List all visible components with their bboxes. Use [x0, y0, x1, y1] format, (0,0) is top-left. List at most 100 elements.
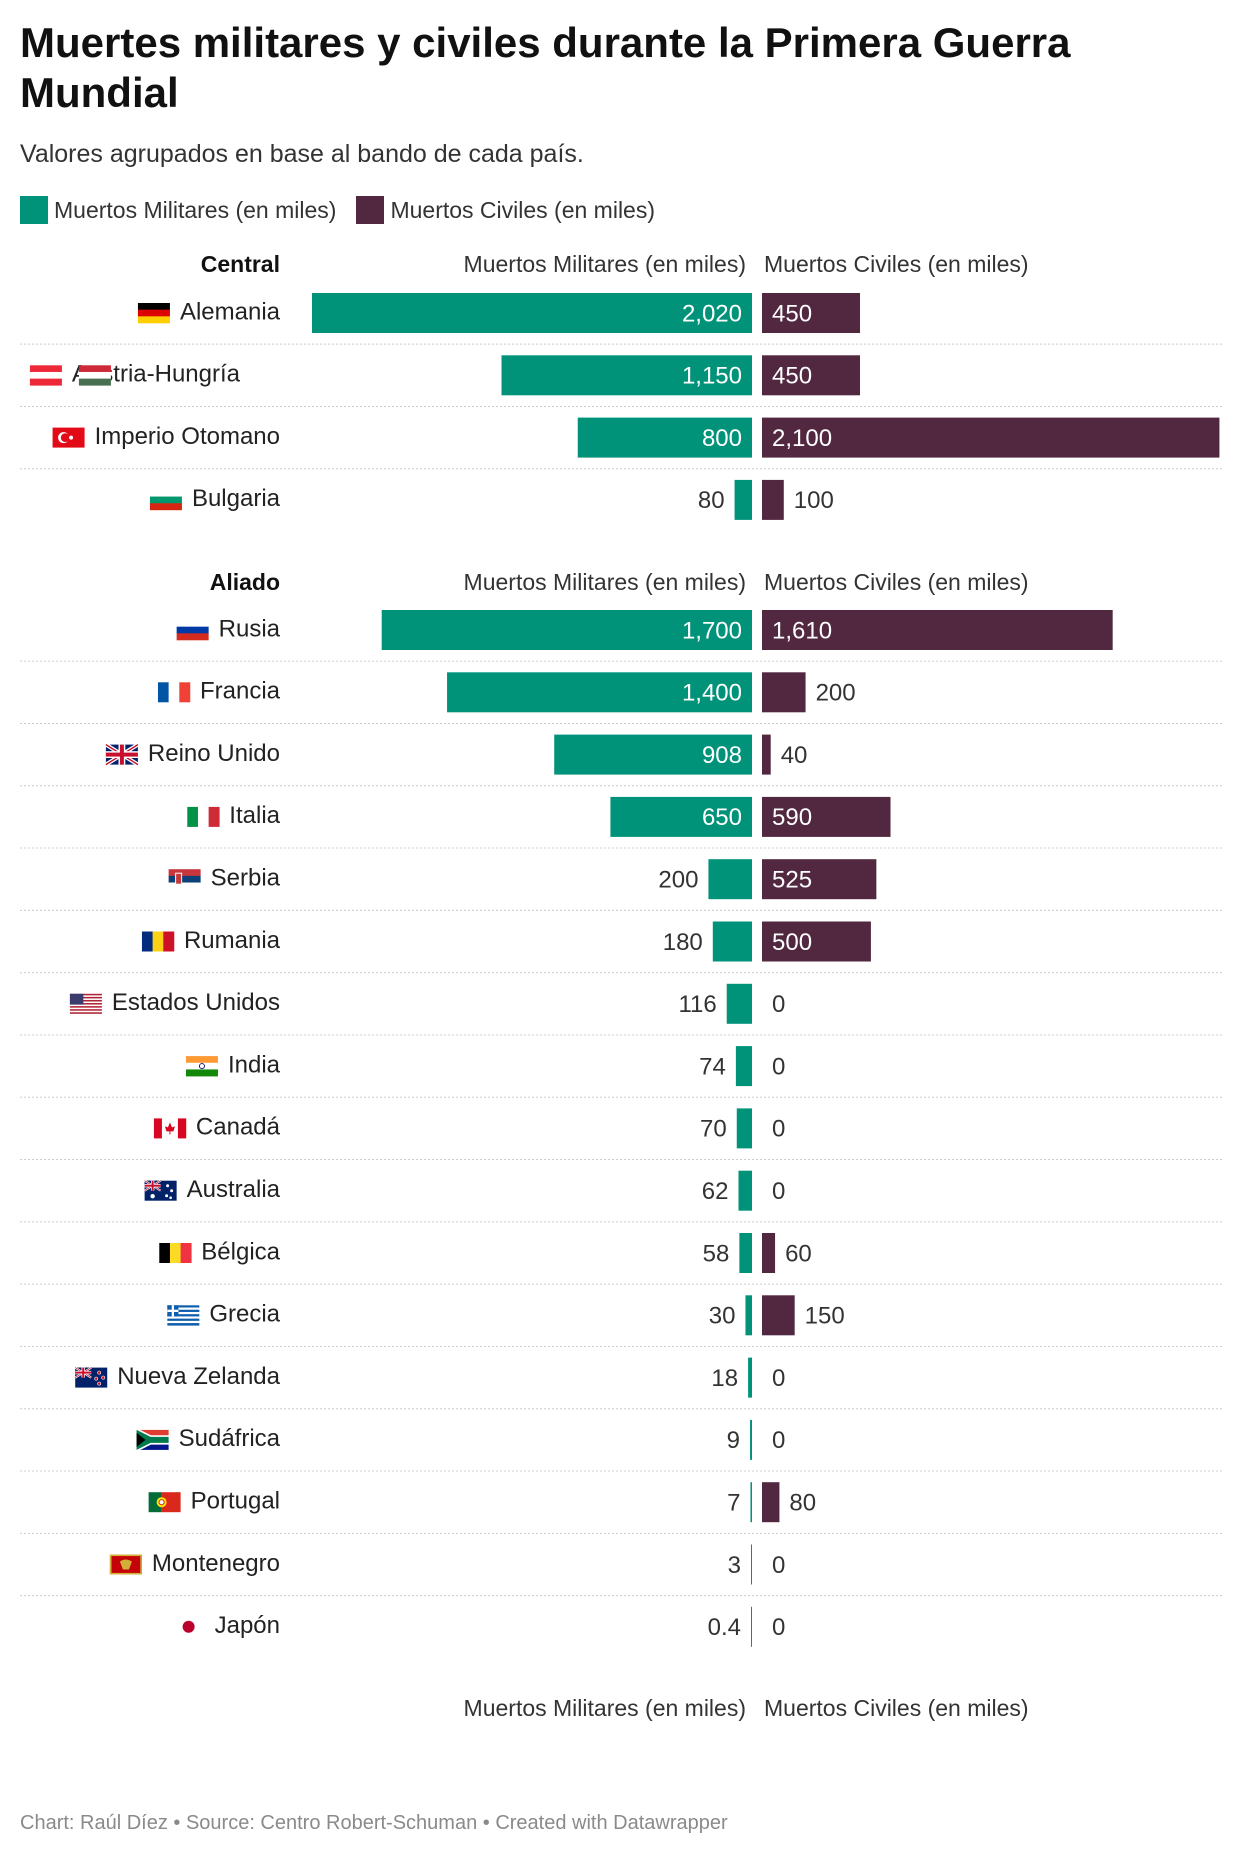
value-label-civilian: 80 [789, 1490, 816, 1517]
row-rusia: Rusia 1,700 1,610 [176, 610, 1113, 650]
romania-flag-icon [141, 931, 175, 952]
value-label-military: 9 [727, 1427, 740, 1454]
flag-stripe [152, 931, 164, 952]
flag-stripe [208, 806, 220, 827]
value-label-military: 3 [728, 1552, 741, 1579]
bar-military [708, 859, 752, 900]
row-india: India 74 0 [185, 1046, 785, 1087]
bar-military [712, 921, 752, 962]
flag-stripe [137, 316, 170, 324]
value-label-military: 74 [699, 1053, 726, 1080]
row-francia: Francia 1,400 200 [157, 672, 856, 713]
value-label-military: 650 [702, 804, 742, 831]
bar-civilian [762, 672, 806, 713]
legend-label-civilian: Muertos Civiles (en miles) [390, 196, 656, 223]
bar-civilian [762, 1482, 780, 1523]
column-header-civilian: Muertos Civiles (en miles) [764, 569, 1029, 595]
flag-stripe [136, 1429, 169, 1440]
flag-maple-leaf [164, 1122, 175, 1135]
bar-civilian [762, 859, 877, 900]
montenegro-flag-icon [109, 1554, 142, 1575]
japan-flag-icon [182, 1620, 195, 1633]
new-zealand-flag-icon [74, 1366, 108, 1388]
value-label-civilian: 590 [772, 804, 812, 831]
value-label-civilian: 1,610 [772, 617, 832, 644]
bar-military [745, 1295, 752, 1336]
flag-stripe [69, 1009, 102, 1011]
value-label-civilian: 450 [772, 363, 812, 390]
bar-military [610, 796, 752, 837]
flag-canton [69, 993, 84, 1005]
flag-stripe [159, 1243, 171, 1263]
bulgaria-flag-icon [149, 489, 182, 511]
portugal-flag-icon [148, 1492, 181, 1513]
flag-stripe [168, 869, 201, 877]
flag-stripe [137, 309, 170, 317]
country-label: Sudáfrica [179, 1425, 281, 1452]
row-nueva-zelanda: Nueva Zelanda 18 0 [74, 1357, 785, 1398]
bar-civilian [762, 1295, 795, 1336]
flag-stripe [149, 496, 182, 504]
germany-flag-icon [137, 303, 170, 324]
value-label-civilian: 100 [794, 487, 834, 514]
value-label-military: 1,150 [682, 363, 742, 390]
value-label-civilian: 60 [785, 1240, 812, 1267]
bar-civilian [762, 796, 891, 837]
value-label-military: 80 [698, 487, 725, 514]
flag-crescent-cut [60, 433, 70, 442]
value-label-civilian: 2,100 [772, 425, 832, 452]
row-imperio-otomano: Imperio Otomano 800 2,100 [52, 417, 1220, 458]
country-label: Bélgica [201, 1238, 280, 1265]
canada-flag-icon [153, 1118, 187, 1139]
value-label-civilian: 0 [772, 1365, 785, 1392]
bar-civilian [762, 921, 871, 962]
row-grecia: Grecia 30 150 [167, 1295, 845, 1336]
bar-military [739, 1233, 752, 1273]
flag-stripe [69, 993, 102, 996]
flag-cross [167, 1309, 179, 1312]
country-label: Bulgaria [192, 485, 281, 512]
flag-stripe [168, 882, 201, 890]
row-italia: Italia 650 590 [187, 796, 891, 837]
bar-military [735, 1046, 752, 1087]
flag-stripe [29, 378, 62, 386]
flag-stripe [176, 626, 209, 634]
bar-military [312, 293, 752, 333]
value-label-military: 116 [678, 991, 716, 1018]
russia-flag-icon [176, 620, 209, 641]
value-label-civilian: 0 [772, 1614, 785, 1641]
chart-subtitle: Valores agrupados en base al bando de ca… [20, 140, 584, 168]
bar-military [447, 672, 752, 713]
flag-triangle [136, 1432, 146, 1447]
bar-civilian [762, 1233, 776, 1273]
value-label-civilian: 200 [816, 680, 856, 707]
flag-stripe [161, 1492, 181, 1513]
legend-swatch-civilian [356, 196, 385, 224]
flag-stripe [69, 1006, 102, 1008]
flag-stripe [185, 1069, 218, 1077]
flag-stripe [167, 1311, 200, 1315]
column-header-military: Muertos Militares (en miles) [464, 251, 746, 277]
bar-military [750, 1482, 752, 1523]
value-label-military: 200 [658, 867, 698, 894]
flag-stripe [29, 371, 62, 379]
flag-stripe [29, 365, 62, 373]
flag-stripe [153, 1118, 163, 1139]
country-label: Rumania [184, 927, 281, 954]
value-label-civilian: 0 [772, 1427, 785, 1454]
flag-coat [175, 872, 183, 885]
flag-stripe [69, 999, 102, 1002]
value-label-military: 70 [700, 1116, 727, 1143]
flag-star [170, 1189, 174, 1193]
serbia-flag-icon [168, 869, 201, 890]
bar-military [501, 355, 752, 396]
row-bulgaria: Bulgaria 80 100 [149, 479, 834, 520]
row-austria-hungr-a: Austria-Hungría 1,150 450 [29, 355, 861, 396]
flag-star [97, 1370, 102, 1375]
flag-stripe [149, 489, 182, 497]
row-portugal: Portugal 7 80 [148, 1482, 816, 1523]
bar-military [751, 1606, 752, 1647]
legend: Muertos Militares (en miles) Muertos Civ… [20, 196, 675, 224]
flag-stripe [167, 1320, 200, 1324]
flag-shield [158, 1499, 165, 1506]
